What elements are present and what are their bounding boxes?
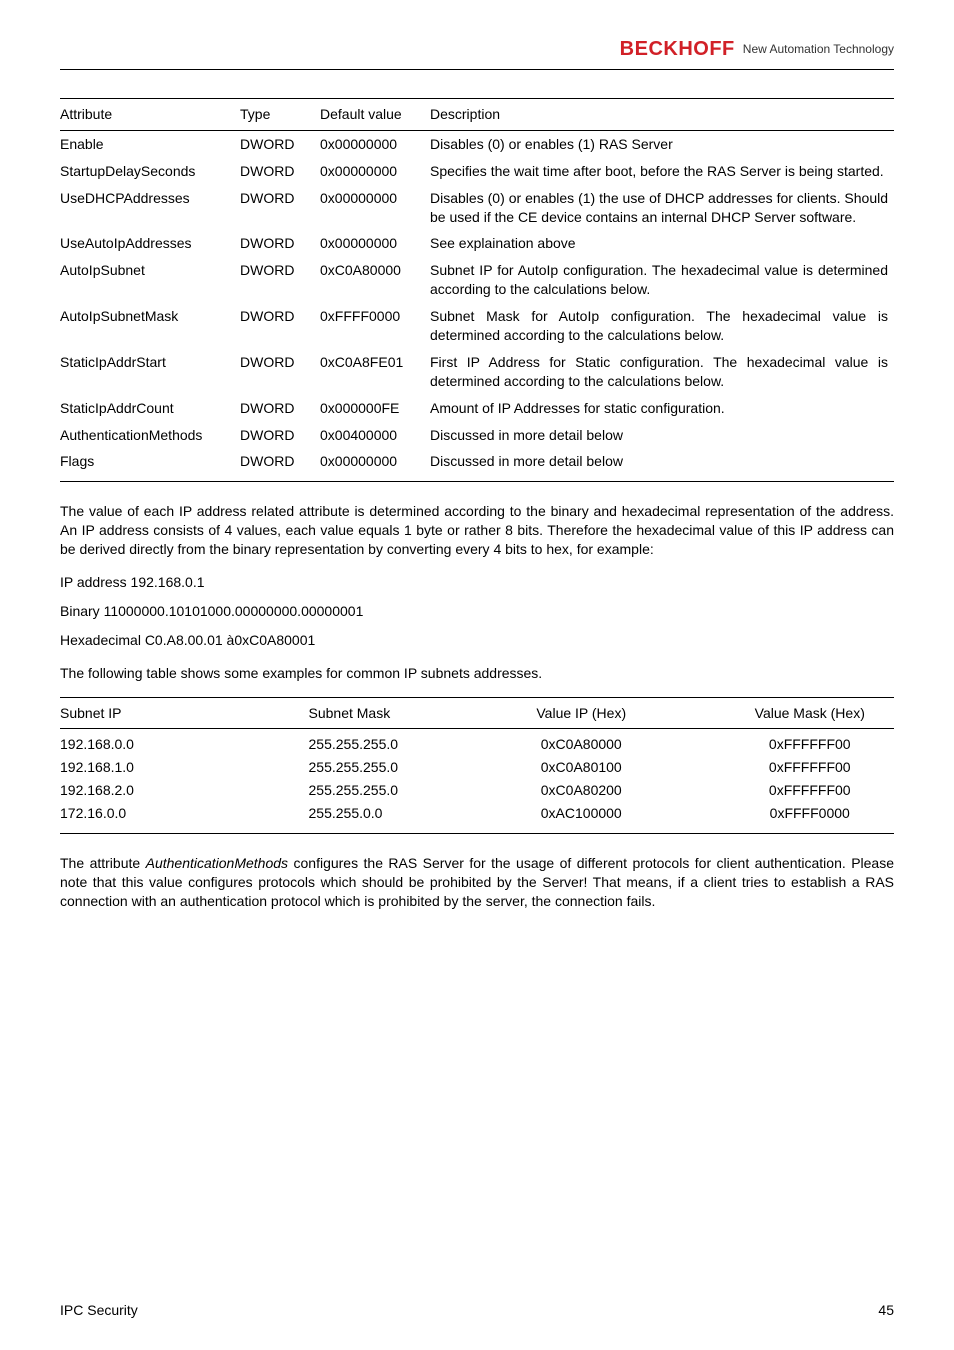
cell-description: Amount of IP Addresses for static config…	[430, 395, 894, 422]
cell-description: Subnet Mask for AutoIp configuration. Th…	[430, 303, 894, 349]
table-row: UseAutoIpAddressesDWORD0x00000000See exp…	[60, 230, 894, 257]
cell-description: Specifies the wait time after boot, befo…	[430, 158, 894, 185]
subnet-table: Subnet IP Subnet Mask Value IP (Hex) Val…	[60, 697, 894, 834]
cell-default: 0x00000000	[320, 230, 430, 257]
cell-default: 0xC0A80000	[320, 257, 430, 303]
cell-subnet-mask: 255.255.255.0	[269, 756, 478, 779]
cell-description: Discussed in more detail below	[430, 448, 894, 481]
cell-attribute: UseDHCPAddresses	[60, 185, 240, 231]
cell-value-ip-hex: 0xAC100000	[477, 802, 686, 833]
table-row: 192.168.2.0255.255.255.00xC0A802000xFFFF…	[60, 779, 894, 802]
page-header: BECKHOFF New Automation Technology	[60, 36, 894, 70]
col-attribute: Attribute	[60, 99, 240, 131]
footer-left: IPC Security	[60, 1301, 138, 1320]
cell-description: First IP Address for Static configuratio…	[430, 349, 894, 395]
cell-subnet-ip: 172.16.0.0	[60, 802, 269, 833]
cell-type: DWORD	[240, 303, 320, 349]
cell-attribute: AutoIpSubnet	[60, 257, 240, 303]
cell-type: DWORD	[240, 395, 320, 422]
paragraph-explanation: The value of each IP address related att…	[60, 502, 894, 559]
cell-description: Disables (0) or enables (1) the use of D…	[430, 185, 894, 231]
cell-value-mask-hex: 0xFFFFFF00	[686, 779, 895, 802]
cell-description: Subnet IP for AutoIp configuration. The …	[430, 257, 894, 303]
cell-default: 0x000000FE	[320, 395, 430, 422]
cell-value-ip-hex: 0xC0A80100	[477, 756, 686, 779]
page-footer: IPC Security 45	[60, 1301, 894, 1320]
cell-attribute: StaticIpAddrStart	[60, 349, 240, 395]
col-value-ip-hex: Value IP (Hex)	[477, 697, 686, 729]
table-row: UseDHCPAddressesDWORD0x00000000Disables …	[60, 185, 894, 231]
table-row: FlagsDWORD0x00000000Discussed in more de…	[60, 448, 894, 481]
table-header-row: Subnet IP Subnet Mask Value IP (Hex) Val…	[60, 697, 894, 729]
attribute-table: Attribute Type Default value Description…	[60, 98, 894, 482]
cell-default: 0x00000000	[320, 158, 430, 185]
cell-type: DWORD	[240, 349, 320, 395]
col-default: Default value	[320, 99, 430, 131]
cell-value-ip-hex: 0xC0A80200	[477, 779, 686, 802]
table-row: 192.168.1.0255.255.255.00xC0A801000xFFFF…	[60, 756, 894, 779]
cell-type: DWORD	[240, 130, 320, 157]
p3-before: The attribute	[60, 855, 146, 871]
col-subnet-ip: Subnet IP	[60, 697, 269, 729]
cell-subnet-ip: 192.168.1.0	[60, 756, 269, 779]
table-row: 172.16.0.0255.255.0.00xAC1000000xFFFF000…	[60, 802, 894, 833]
cell-attribute: StaticIpAddrCount	[60, 395, 240, 422]
p3-italic: AuthenticationMethods	[146, 855, 288, 871]
table-row: StaticIpAddrStartDWORD0xC0A8FE01First IP…	[60, 349, 894, 395]
col-description: Description	[430, 99, 894, 131]
paragraph-auth-methods: The attribute AuthenticationMethods conf…	[60, 854, 894, 911]
cell-attribute: AutoIpSubnetMask	[60, 303, 240, 349]
binary-line: Binary 11000000.10101000.00000000.000000…	[60, 602, 894, 621]
col-type: Type	[240, 99, 320, 131]
cell-default: 0xFFFF0000	[320, 303, 430, 349]
cell-value-ip-hex: 0xC0A80000	[477, 729, 686, 756]
table-row: AutoIpSubnetMaskDWORD0xFFFF0000Subnet Ma…	[60, 303, 894, 349]
cell-default: 0x00000000	[320, 185, 430, 231]
cell-description: Discussed in more detail below	[430, 422, 894, 449]
cell-attribute: StartupDelaySeconds	[60, 158, 240, 185]
cell-type: DWORD	[240, 257, 320, 303]
hexadecimal-line: Hexadecimal C0.A8.00.01 à0xC0A80001	[60, 631, 894, 650]
cell-subnet-ip: 192.168.0.0	[60, 729, 269, 756]
cell-type: DWORD	[240, 158, 320, 185]
cell-default: 0x00400000	[320, 422, 430, 449]
cell-subnet-mask: 255.255.255.0	[269, 779, 478, 802]
table-row: StartupDelaySecondsDWORD0x00000000Specif…	[60, 158, 894, 185]
ip-address-line: IP address 192.168.0.1	[60, 573, 894, 592]
cell-type: DWORD	[240, 422, 320, 449]
table-row: 192.168.0.0255.255.255.00xC0A800000xFFFF…	[60, 729, 894, 756]
cell-attribute: UseAutoIpAddresses	[60, 230, 240, 257]
cell-default: 0xC0A8FE01	[320, 349, 430, 395]
cell-subnet-ip: 192.168.2.0	[60, 779, 269, 802]
table-header-row: Attribute Type Default value Description	[60, 99, 894, 131]
cell-description: Disables (0) or enables (1) RAS Server	[430, 130, 894, 157]
cell-attribute: AuthenticationMethods	[60, 422, 240, 449]
cell-subnet-mask: 255.255.255.0	[269, 729, 478, 756]
cell-type: DWORD	[240, 185, 320, 231]
cell-value-mask-hex: 0xFFFF0000	[686, 802, 895, 833]
col-subnet-mask: Subnet Mask	[269, 697, 478, 729]
cell-type: DWORD	[240, 448, 320, 481]
cell-description: See explaination above	[430, 230, 894, 257]
cell-value-mask-hex: 0xFFFFFF00	[686, 756, 895, 779]
cell-type: DWORD	[240, 230, 320, 257]
cell-subnet-mask: 255.255.0.0	[269, 802, 478, 833]
cell-default: 0x00000000	[320, 448, 430, 481]
table-row: AutoIpSubnetDWORD0xC0A80000Subnet IP for…	[60, 257, 894, 303]
logo-text: BECKHOFF	[620, 36, 735, 63]
cell-default: 0x00000000	[320, 130, 430, 157]
footer-page-number: 45	[878, 1301, 894, 1320]
cell-value-mask-hex: 0xFFFFFF00	[686, 729, 895, 756]
paragraph-table-intro: The following table shows some examples …	[60, 664, 894, 683]
table-row: EnableDWORD0x00000000Disables (0) or ena…	[60, 130, 894, 157]
cell-attribute: Flags	[60, 448, 240, 481]
col-value-mask-hex: Value Mask (Hex)	[686, 697, 895, 729]
table-row: AuthenticationMethodsDWORD0x00400000Disc…	[60, 422, 894, 449]
tagline-text: New Automation Technology	[743, 41, 894, 57]
table-row: StaticIpAddrCountDWORD0x000000FEAmount o…	[60, 395, 894, 422]
cell-attribute: Enable	[60, 130, 240, 157]
